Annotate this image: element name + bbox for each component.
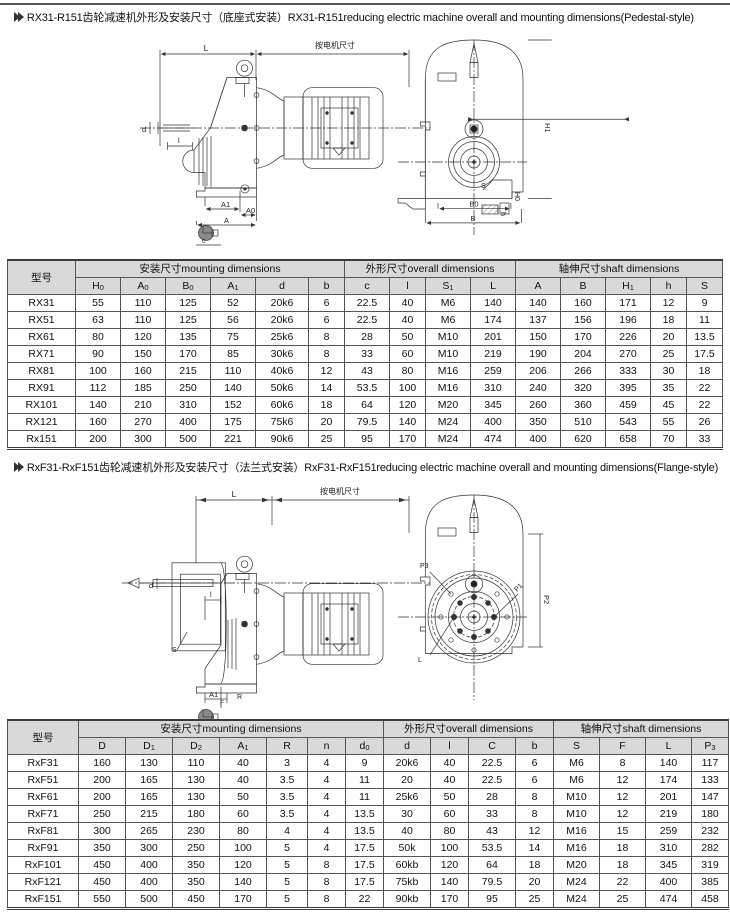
svg-text:L: L [418,657,422,664]
svg-text:R: R [237,694,242,701]
svg-text:L: L [232,489,237,499]
svg-text:l: l [210,590,212,599]
svg-text:F: F [220,700,224,707]
svg-text:P2: P2 [542,595,551,604]
svg-text:按电机尺寸: 按电机尺寸 [320,486,360,496]
svg-text:d: d [149,581,153,590]
svg-text:A1: A1 [209,690,218,699]
svg-text:P3: P3 [420,563,429,570]
svg-text:S: S [172,647,177,654]
